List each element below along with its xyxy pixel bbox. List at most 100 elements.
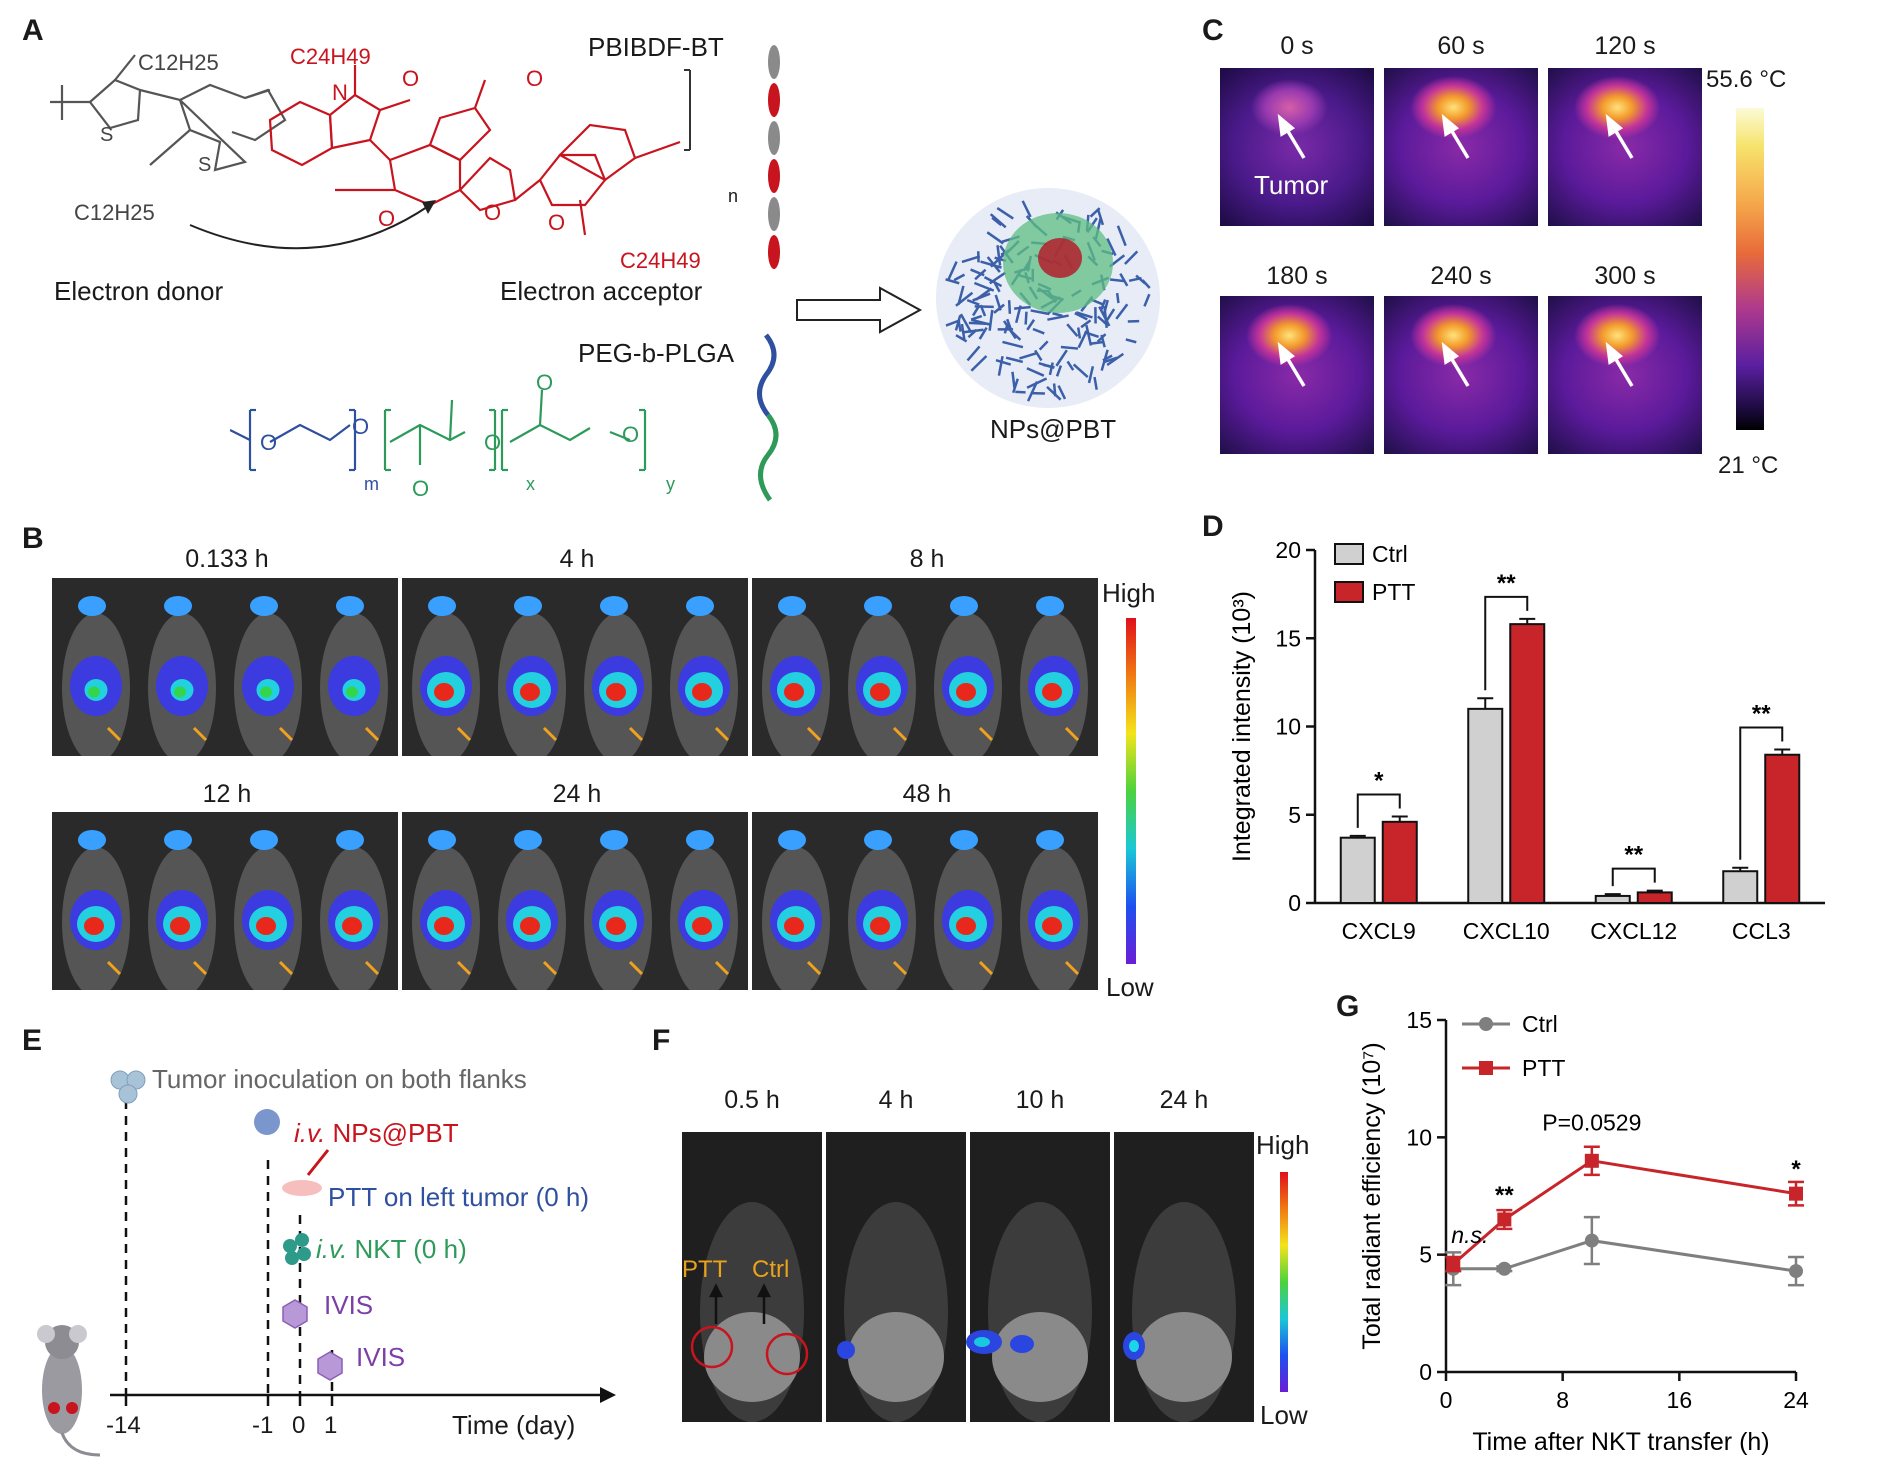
orange-arrow (806, 960, 822, 976)
timeline-tick-minus14: -14 (106, 1412, 141, 1439)
y-tick-label: 15 (1275, 625, 1301, 651)
tumor-signal-core (256, 917, 276, 935)
x-category-label: CCL3 (1732, 918, 1791, 944)
head-signal (600, 596, 628, 616)
ctrl-side-label: Ctrl (752, 1256, 790, 1283)
panel-label-b: B (22, 522, 44, 555)
series-line-ctrl (1453, 1239, 1797, 1273)
biodist-time-1: 0.133 h (185, 545, 269, 573)
alkyl-chain-acceptor-2: C24H49 (620, 248, 701, 273)
repeat-unit-x: x (526, 474, 535, 494)
ivis-time-3: 10 h (1015, 1086, 1065, 1114)
biodist-mice-5 (412, 830, 738, 990)
plga-oxygen-1: O (412, 476, 430, 501)
atom-o-5: O (548, 210, 566, 235)
tumor-signal-core (434, 683, 454, 701)
nanoparticle-label: NPs@PBT (990, 414, 1117, 444)
head-signal (514, 830, 542, 850)
peg-plga-chain-glyph (757, 333, 779, 502)
legend-swatch-ptt (1334, 581, 1364, 603)
head-signal (78, 596, 106, 616)
bar-ptt (1509, 623, 1546, 904)
biodist-time-3: 8 h (909, 545, 945, 573)
fluorescence-colorbar-f (1280, 1172, 1288, 1392)
electron-donor-label: Electron donor (54, 276, 224, 306)
repeat-unit-m: m (364, 474, 379, 494)
event-ivis-2: IVIS (356, 1342, 406, 1372)
significance-bracket (1356, 793, 1401, 828)
head-signal (78, 830, 106, 850)
atom-o-2: O (526, 66, 544, 91)
event-inoculation: Tumor inoculation on both flanks (152, 1064, 527, 1094)
orange-arrow (1064, 726, 1080, 742)
tumor-signal-core (434, 917, 454, 935)
tumor-signal-core (170, 917, 190, 935)
point-ptt (1497, 1212, 1512, 1227)
colorbar-min: 21 °C (1718, 452, 1779, 479)
event-nps-injection-text: NPs@PBT (325, 1118, 459, 1148)
annotation-p-value: P=0.0529 (1542, 1109, 1641, 1135)
orange-arrow (978, 726, 994, 742)
peg-oxygen-1: O (260, 430, 278, 455)
annotation-ns: n.s. (1451, 1222, 1488, 1248)
orange-arrow (714, 726, 730, 742)
tumor-signal-core (88, 686, 100, 698)
tumor-signal-core (784, 917, 804, 935)
biodist-image-2 (402, 578, 748, 756)
head-signal (778, 596, 806, 616)
pbibdf-bt-structure (50, 54, 691, 250)
orange-arrow (628, 960, 644, 976)
tumor-label: Tumor (1254, 170, 1329, 200)
head-signal (250, 596, 278, 616)
alkyl-chain-acceptor-1: C24H49 (290, 44, 371, 69)
legend-marker-ptt (1479, 1061, 1493, 1075)
atom-o-4: O (484, 200, 502, 225)
y-axis-label: Integrated intensity (10³) (1228, 591, 1256, 862)
repeat-unit-y: y (666, 474, 675, 494)
head-signal (428, 830, 456, 850)
atom-s-2: S (198, 154, 212, 176)
y-tick-label: 15 (1406, 1007, 1432, 1033)
chart-g: 0 5 10 15 0 8 16 24 Time after NKT transfer (h) T… (1358, 1007, 1809, 1456)
annotation-4h: ** (1495, 1182, 1514, 1209)
orange-arrow (892, 960, 908, 976)
ptt-side-label: PTT (682, 1256, 728, 1283)
orange-arrow (106, 726, 122, 742)
tumor-signal-core (346, 686, 358, 698)
colorbar-f-high: High (1256, 1130, 1310, 1160)
biodist-mice-1 (62, 596, 388, 756)
tumor-signal-core (1042, 683, 1062, 701)
orange-arrow (456, 960, 472, 976)
tumor-signal-core (870, 683, 890, 701)
orange-arrow (192, 726, 208, 742)
tumor-signal-core (84, 917, 104, 935)
bar-ctrl (1339, 836, 1376, 905)
x-axis-label: Time after NKT transfer (h) (1472, 1428, 1769, 1456)
event-ptt: PTT on left tumor (0 h) (328, 1182, 590, 1212)
y-tick-label: 0 (1419, 1359, 1432, 1385)
orange-arrow (892, 726, 908, 742)
legend-label-ctrl: Ctrl (1372, 541, 1408, 567)
orange-arrow (978, 960, 994, 976)
atom-o-3: O (378, 206, 396, 231)
y-tick-label: 0 (1288, 890, 1301, 916)
y-tick-label: 10 (1275, 714, 1301, 740)
x-category-label: CXCL10 (1463, 918, 1550, 944)
biodist-time-2: 4 h (559, 545, 595, 573)
head-signal (514, 596, 542, 616)
panel-label-a: A (22, 14, 44, 47)
plga-oxygen-3: O (536, 370, 554, 395)
copolymer-name: PEG-b-PLGA (578, 338, 734, 369)
thermal-time-240: 240 s (1430, 262, 1492, 290)
tumor-signal-core (692, 917, 712, 935)
significance-bracket (1484, 595, 1529, 691)
y-tick-label: 5 (1419, 1242, 1432, 1268)
event-nps-injection-route: i.v. (294, 1118, 326, 1148)
legend-label-ptt: PTT (1372, 579, 1415, 605)
head-signal (778, 830, 806, 850)
tumor-signal-core (956, 917, 976, 935)
x-tick-label: 24 (1783, 1387, 1809, 1413)
biodist-time-6: 48 h (902, 780, 952, 808)
head-signal (250, 830, 278, 850)
timeline-tick-0: 0 (292, 1412, 306, 1439)
